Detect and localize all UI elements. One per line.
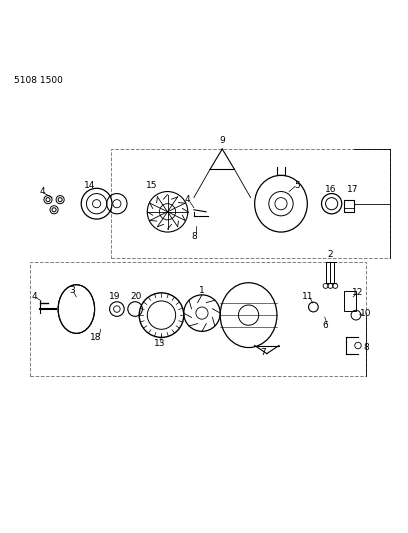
Text: 5: 5 (294, 181, 300, 190)
Text: 16: 16 (325, 185, 336, 194)
Text: 10: 10 (359, 309, 371, 318)
Bar (344, 200, 354, 212)
Text: 20: 20 (130, 292, 142, 301)
Text: 14: 14 (84, 181, 95, 190)
Text: 9: 9 (220, 136, 225, 146)
Text: 11: 11 (302, 293, 314, 301)
Text: 19: 19 (109, 293, 121, 301)
Text: 17: 17 (347, 185, 359, 194)
Text: 4: 4 (185, 195, 191, 204)
Text: 1: 1 (199, 286, 205, 295)
Text: 5108 1500: 5108 1500 (13, 76, 62, 85)
Text: 6: 6 (323, 321, 328, 330)
Text: 4: 4 (39, 187, 45, 196)
Text: 13: 13 (154, 339, 165, 348)
Bar (344, 291, 356, 311)
Text: 4: 4 (32, 293, 38, 301)
Text: 15: 15 (146, 181, 157, 190)
Text: 3: 3 (69, 286, 75, 295)
Text: 8: 8 (363, 343, 369, 352)
Text: 7: 7 (260, 348, 266, 357)
Text: 12: 12 (351, 288, 363, 297)
Text: 8: 8 (191, 232, 197, 240)
Text: 2: 2 (328, 250, 333, 259)
Text: 18: 18 (90, 333, 101, 342)
